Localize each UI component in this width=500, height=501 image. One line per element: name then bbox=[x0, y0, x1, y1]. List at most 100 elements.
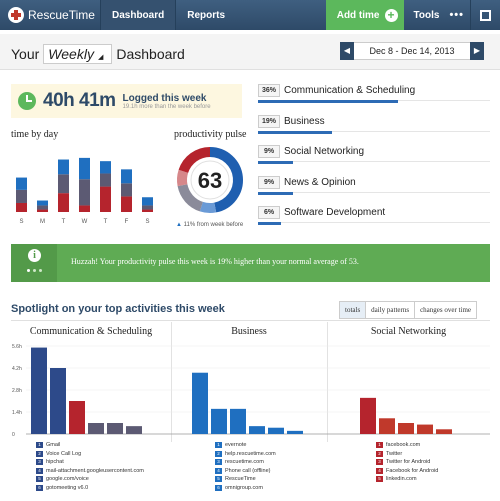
day-bar-segment[interactable] bbox=[16, 177, 27, 190]
prev-week-button[interactable]: ◀ bbox=[340, 42, 354, 60]
activity-bar[interactable] bbox=[417, 424, 433, 434]
pager-dot[interactable] bbox=[27, 269, 30, 272]
activity-bar[interactable] bbox=[31, 347, 47, 434]
window-toggle-button[interactable] bbox=[470, 0, 500, 30]
add-time-button[interactable]: Add time + bbox=[325, 0, 404, 30]
pulse-slice[interactable] bbox=[199, 201, 217, 213]
legend-item[interactable]: 2 Voice Call Log bbox=[36, 450, 144, 459]
day-bar-segment[interactable] bbox=[16, 189, 27, 203]
nav-reports[interactable]: Reports bbox=[175, 0, 236, 30]
logo[interactable]: RescueTime bbox=[0, 0, 100, 30]
day-tick-label: T bbox=[104, 219, 108, 225]
category-row[interactable]: 9% Social Networking bbox=[258, 145, 490, 167]
banner-pager[interactable] bbox=[27, 269, 45, 272]
day-bar-segment[interactable] bbox=[100, 161, 111, 174]
legend-item[interactable]: 5 google.com/voice bbox=[36, 475, 144, 484]
legend-label: rescuetime.com bbox=[225, 459, 264, 466]
day-bar-segment[interactable] bbox=[37, 205, 48, 210]
day-bar-segment[interactable] bbox=[121, 183, 132, 197]
day-bar-segment[interactable] bbox=[121, 169, 132, 184]
activity-bar[interactable] bbox=[107, 423, 123, 434]
pulse-slice[interactable] bbox=[209, 147, 243, 213]
day-bar-segment[interactable] bbox=[58, 174, 69, 194]
pulse-slice[interactable] bbox=[177, 183, 204, 212]
legend-item[interactable]: 2 Twitter bbox=[376, 450, 438, 459]
legend-item[interactable]: 3 rescuetime.com bbox=[215, 458, 276, 467]
day-bar-segment[interactable] bbox=[100, 186, 111, 212]
day-bar-segment[interactable] bbox=[79, 157, 90, 180]
legend-item[interactable]: 4 Facebook for Android bbox=[376, 467, 438, 476]
tab-totals[interactable]: totals bbox=[340, 302, 366, 318]
activity-bar[interactable] bbox=[69, 401, 85, 434]
legend-item[interactable]: 5 RescueTime bbox=[215, 475, 276, 484]
activity-bar[interactable] bbox=[230, 408, 246, 434]
day-bar-segment[interactable] bbox=[79, 205, 90, 212]
day-bar-segment[interactable] bbox=[79, 179, 90, 206]
pulse-slice[interactable] bbox=[177, 169, 189, 187]
day-bar-segment[interactable] bbox=[16, 202, 27, 212]
category-name: Software Development bbox=[284, 207, 386, 218]
legend-item[interactable]: 3 hipchat bbox=[36, 458, 144, 467]
legend-item[interactable]: 6 gotomeeting v6.0 bbox=[36, 484, 144, 493]
category-row[interactable]: 36% Communication & Scheduling bbox=[258, 84, 490, 106]
legend-item[interactable]: 3 Twitter for Android bbox=[376, 458, 438, 467]
tab-daily-patterns[interactable]: daily patterns bbox=[365, 302, 415, 318]
legend-item[interactable]: 1 evernote bbox=[215, 441, 276, 450]
legend-label: Voice Call Log bbox=[46, 450, 82, 457]
legend-item[interactable]: 4 mail-attachment.googleusercontent.com bbox=[36, 467, 144, 476]
activity-bar[interactable] bbox=[192, 372, 208, 434]
page-title: Your Weekly ◢ Dashboard bbox=[11, 44, 185, 64]
productivity-pulse-chart[interactable]: 63 bbox=[170, 140, 250, 220]
pager-dot[interactable] bbox=[33, 269, 36, 272]
day-bar-segment[interactable] bbox=[142, 205, 153, 210]
logged-label: Logged this week bbox=[122, 92, 207, 104]
activity-bar[interactable] bbox=[50, 368, 66, 434]
activity-bar[interactable] bbox=[88, 423, 104, 434]
day-bar-segment[interactable] bbox=[58, 159, 69, 175]
day-bar-segment[interactable] bbox=[37, 200, 48, 206]
activity-bar[interactable] bbox=[126, 426, 142, 434]
day-bar-segment[interactable] bbox=[142, 209, 153, 212]
activity-bar[interactable] bbox=[360, 397, 376, 434]
category-row[interactable]: 9% News & Opinion bbox=[258, 176, 490, 198]
period-select[interactable]: Weekly ◢ bbox=[43, 44, 113, 64]
category-track bbox=[258, 131, 490, 132]
day-bar-segment[interactable] bbox=[58, 193, 69, 212]
notification-banner: i Huzzah! Your productivity pulse this w… bbox=[11, 244, 490, 282]
category-percent: 9% bbox=[258, 176, 280, 189]
day-bar-segment[interactable] bbox=[142, 197, 153, 206]
tab-changes-over-time[interactable]: changes over time bbox=[414, 302, 477, 318]
day-tick-label: F bbox=[125, 219, 129, 225]
activity-bar[interactable] bbox=[249, 426, 265, 434]
tools-menu[interactable]: Tools ••• bbox=[404, 0, 471, 30]
activity-bar[interactable] bbox=[379, 418, 395, 434]
nav-dashboard[interactable]: Dashboard bbox=[100, 0, 176, 30]
day-bar-segment[interactable] bbox=[121, 196, 132, 212]
legend-item[interactable]: 4 Phone call (offline) bbox=[215, 467, 276, 476]
legend-item[interactable]: 6 omnigroup.com bbox=[215, 484, 276, 493]
category-row[interactable]: 19% Business bbox=[258, 115, 490, 137]
legend-rank: 4 bbox=[376, 467, 383, 474]
category-row[interactable]: 6% Software Development bbox=[258, 206, 490, 228]
column-title-communication: Communication & Scheduling bbox=[29, 326, 153, 337]
activity-bar[interactable] bbox=[211, 408, 227, 434]
legend-item[interactable]: 5 linkedin.com bbox=[376, 475, 438, 484]
spotlight-chart[interactable]: 5.6h 4.2h 2.8h 1.4h 0 bbox=[0, 338, 500, 442]
category-track bbox=[258, 192, 490, 193]
activity-bar[interactable] bbox=[436, 429, 452, 434]
date-range[interactable]: Dec 8 - Dec 14, 2013 bbox=[354, 42, 470, 60]
pulse-slice[interactable] bbox=[178, 147, 211, 174]
legend-item[interactable]: 2 help.rescuetime.com bbox=[215, 450, 276, 459]
activity-bar[interactable] bbox=[398, 423, 414, 434]
day-bar-segment[interactable] bbox=[37, 209, 48, 212]
day-bar-segment[interactable] bbox=[100, 173, 111, 187]
activity-bar[interactable] bbox=[268, 427, 284, 434]
period-select-value: Weekly bbox=[48, 46, 94, 62]
pager-dot[interactable] bbox=[39, 269, 42, 272]
legend-item[interactable]: 1 Gmail bbox=[36, 441, 144, 450]
activity-bar[interactable] bbox=[287, 430, 303, 434]
category-bar bbox=[258, 161, 293, 164]
next-week-button[interactable]: ▶ bbox=[470, 42, 484, 60]
legend-item[interactable]: 1 facebook.com bbox=[376, 441, 438, 450]
